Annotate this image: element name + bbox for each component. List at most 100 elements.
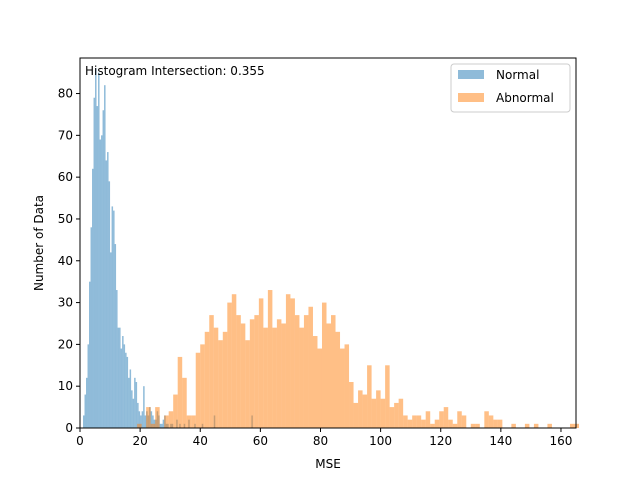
histogram-bar-abnormal <box>547 423 552 428</box>
histogram-bar-normal <box>111 206 114 428</box>
histogram-bar-abnormal <box>574 423 580 428</box>
histogram-bar-abnormal <box>385 365 390 428</box>
histogram-bar-abnormal <box>290 298 295 428</box>
histogram-bar-abnormal <box>285 294 291 428</box>
legend: Normal Abnormal <box>450 63 571 113</box>
histogram-bar-normal <box>162 419 165 428</box>
histogram-bar-abnormal <box>254 315 259 428</box>
histogram-bar-normal <box>135 382 138 428</box>
x-tick-label: 20 <box>132 434 147 448</box>
histogram-bar-normal <box>86 377 88 428</box>
histogram-bar-abnormal <box>249 319 255 428</box>
x-tick-label: 140 <box>489 434 512 448</box>
histogram-bar-normal <box>92 168 94 429</box>
histogram-bar-abnormal <box>209 315 214 428</box>
histogram-bar-normal <box>122 336 124 428</box>
histogram-bar-abnormal <box>430 423 435 428</box>
histogram-bar-abnormal <box>376 390 381 428</box>
histogram-bar-normal <box>104 85 106 429</box>
histogram-bar-abnormal <box>371 398 377 428</box>
histogram-bar-abnormal <box>569 423 575 428</box>
y-tick-label: 30 <box>58 296 73 310</box>
histogram-bar-abnormal <box>204 331 210 428</box>
histogram-bar-normal <box>107 152 109 428</box>
histogram-bar-normal <box>117 327 120 428</box>
histogram-bar-abnormal <box>222 331 228 428</box>
histogram-bar-abnormal <box>240 323 246 428</box>
histogram-bar-abnormal <box>403 415 408 428</box>
histogram-bar-abnormal <box>349 382 354 428</box>
x-tick-label: 0 <box>76 434 84 448</box>
plot-area-frame <box>79 57 577 429</box>
y-axis-ticks: 0 10 20 30 40 50 60 70 80 <box>58 87 80 435</box>
histogram-bar-abnormal <box>173 394 178 428</box>
histogram-bar-normal <box>105 160 108 428</box>
histogram-bar-abnormal <box>312 336 318 428</box>
histogram-bar-abnormal <box>137 423 142 428</box>
histogram-bar-abnormal <box>276 319 282 428</box>
histogram-bar-abnormal <box>457 411 462 428</box>
histogram-bar-abnormal <box>470 423 476 428</box>
histogram-bar-abnormal <box>317 348 322 428</box>
histogram-bar-normal <box>144 415 147 428</box>
histogram-bar-abnormal <box>353 402 359 428</box>
histogram-bar-abnormal <box>331 315 336 428</box>
histogram-bar-normal <box>90 227 93 428</box>
histogram-bar-abnormal <box>511 423 516 428</box>
histogram-bar-abnormal <box>335 331 341 428</box>
histogram-bar-normal <box>116 290 118 428</box>
histogram-bar-normal <box>99 139 102 428</box>
legend-label-abnormal: Abnormal <box>496 91 554 105</box>
histogram-bar-normal <box>126 356 129 428</box>
histogram-bar-abnormal <box>168 411 174 428</box>
y-tick-label: 10 <box>58 379 73 393</box>
histogram-bar-abnormal <box>425 411 431 428</box>
histogram-bar-abnormal <box>524 423 530 428</box>
histogram-bar-normal <box>159 423 162 428</box>
histogram-bar-abnormal <box>299 327 304 428</box>
histogram-bar-normal <box>137 402 139 428</box>
histogram-bar-normal <box>83 415 85 428</box>
histogram-bar-normal <box>113 210 115 428</box>
histogram-bar-abnormal <box>475 423 480 428</box>
histogram-bar-abnormal <box>258 298 264 428</box>
histogram-bar-abnormal <box>340 348 345 428</box>
y-tick-label: 20 <box>58 337 73 351</box>
histogram-bar-abnormal <box>362 394 368 428</box>
histogram-bar-normal <box>93 97 96 428</box>
histogram-bar-abnormal <box>272 327 277 428</box>
histogram-bar-abnormal <box>150 423 156 428</box>
x-tick-label: 60 <box>253 434 268 448</box>
histogram-bar-abnormal <box>398 398 404 428</box>
histogram-bar-normal <box>119 327 121 428</box>
histogram-bar-abnormal <box>484 411 489 428</box>
x-axis-label: MSE <box>315 457 341 471</box>
legend-swatch-normal <box>458 70 484 79</box>
y-tick-label: 80 <box>58 87 73 101</box>
histogram-bar-abnormal <box>448 419 453 428</box>
histogram-bar-abnormal <box>213 327 219 428</box>
x-tick-label: 40 <box>193 434 208 448</box>
y-tick-label: 40 <box>58 254 73 268</box>
histogram-bar-abnormal <box>164 415 169 428</box>
histogram-bar-normal <box>87 344 90 428</box>
histogram-bar-abnormal <box>177 356 183 428</box>
histogram-bar-abnormal <box>303 315 309 428</box>
histogram-bar-normal <box>120 348 123 428</box>
x-tick-label: 80 <box>313 434 328 448</box>
histogram-bar-abnormal <box>231 294 237 428</box>
histogram-bar-normal <box>84 394 87 428</box>
histogram-bar-abnormal <box>443 407 449 428</box>
histogram-bar-normal <box>96 106 99 428</box>
histogram-bar-abnormal <box>195 352 201 428</box>
histogram-bar-normal <box>89 281 91 428</box>
histogram-bar-abnormal <box>439 411 444 428</box>
y-tick-label: 0 <box>65 421 73 435</box>
histogram-bar-normal <box>129 369 132 428</box>
histogram-bar-abnormal <box>416 415 422 428</box>
histogram-bar-normal <box>125 352 127 428</box>
y-axis-label: Number of Data <box>32 195 46 291</box>
histogram-bar-abnormal <box>326 323 332 428</box>
histogram-bar-abnormal <box>421 419 426 428</box>
histogram-bar-abnormal <box>321 302 327 428</box>
